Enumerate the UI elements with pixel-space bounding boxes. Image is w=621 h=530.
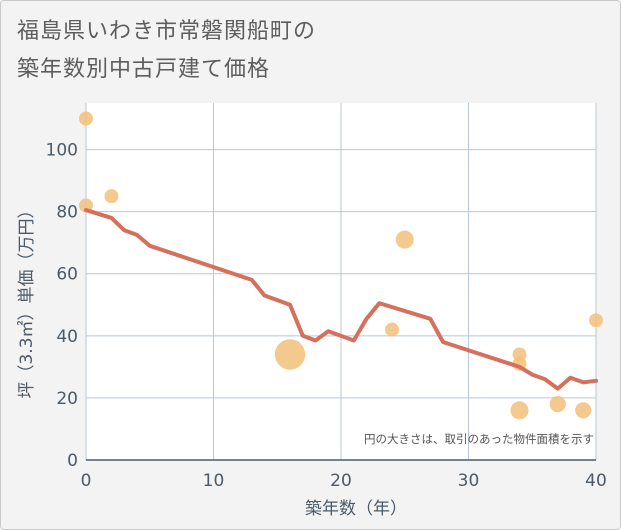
price-trend-line	[84, 208, 598, 391]
data-bubble	[79, 198, 93, 213]
x-axis-label: 築年数（年）	[305, 499, 407, 519]
y-tick-label: 100	[46, 141, 78, 161]
grid-lines	[85, 103, 597, 460]
data-bubble	[385, 322, 399, 337]
data-bubble	[549, 396, 566, 413]
data-bubble	[575, 402, 592, 419]
y-tick-label: 40	[56, 327, 78, 347]
data-bubble	[104, 189, 119, 204]
y-tick-labels: 0 20 40 60 80 100	[46, 141, 78, 471]
note-text: 円の大きさは、取引のあった物件面積を示す	[364, 432, 594, 446]
y-axis-label: 坪（3.3㎡）単価（万円）	[17, 201, 37, 398]
y-tick-label: 0	[67, 451, 78, 471]
chart-title-line-1: 福島県いわき市常磐関船町の	[17, 19, 317, 44]
data-bubble	[395, 230, 414, 249]
y-tick-label: 80	[56, 203, 78, 223]
x-tick-label: 40	[585, 471, 607, 491]
x-tick-label: 10	[203, 471, 225, 491]
y-tick-label: 20	[56, 389, 78, 409]
bubble-series	[79, 111, 603, 420]
x-tick-label: 20	[330, 471, 352, 491]
x-tick-labels: 0 10 20 30 40	[81, 471, 607, 491]
y-tick-label: 60	[56, 265, 78, 285]
chart-title: 福島県いわき市常磐関船町の 築年数別中古戸建て価格	[17, 13, 577, 89]
data-bubble	[510, 401, 529, 420]
x-tick-label: 0	[81, 471, 92, 491]
chart-title-line-2: 築年数別中古戸建て価格	[17, 57, 271, 82]
x-tick-label: 30	[458, 471, 480, 491]
data-bubble	[79, 111, 93, 126]
data-bubble	[589, 313, 603, 328]
data-bubble	[274, 339, 306, 370]
